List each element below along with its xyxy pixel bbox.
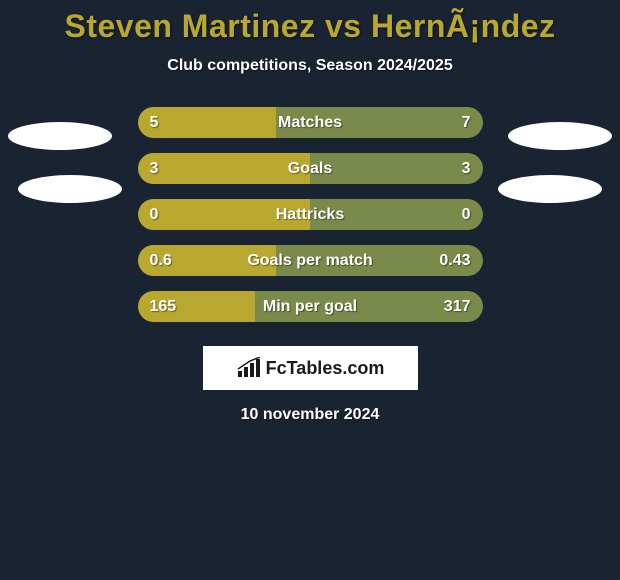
bar-value-left: 3: [150, 153, 159, 184]
footer-logo-text: FcTables.com: [266, 358, 385, 379]
bar-value-right: 317: [444, 291, 471, 322]
chart-icon: [236, 357, 262, 379]
bar-value-left: 165: [150, 291, 177, 322]
comparison-infographic: Steven Martinez vs HernÃ¡ndez Club compe…: [0, 0, 620, 580]
stat-bars: 57Matches33Goals00Hattricks0.60.43Goals …: [138, 107, 483, 322]
stat-bar: 0.60.43Goals per match: [138, 245, 483, 276]
bar-value-left: 5: [150, 107, 159, 138]
bar-fill-right: [276, 107, 483, 138]
player-right-shape-1: [508, 122, 612, 150]
bar-value-right: 0: [462, 199, 471, 230]
bar-fill-left: [138, 153, 311, 184]
bar-fill-right: [310, 199, 483, 230]
stat-bar: 00Hattricks: [138, 199, 483, 230]
bar-value-right: 3: [462, 153, 471, 184]
stat-bar: 57Matches: [138, 107, 483, 138]
bar-value-left: 0: [150, 199, 159, 230]
bar-value-right: 0.43: [439, 245, 470, 276]
bar-fill-right: [310, 153, 483, 184]
footer-logo: FcTables.com: [203, 346, 418, 390]
stat-bar: 165317Min per goal: [138, 291, 483, 322]
bar-fill-left: [138, 199, 311, 230]
bar-value-right: 7: [462, 107, 471, 138]
player-left-shape-1: [8, 122, 112, 150]
player-left-shape-2: [18, 175, 122, 203]
page-title: Steven Martinez vs HernÃ¡ndez: [0, 8, 620, 45]
bar-value-left: 0.6: [150, 245, 172, 276]
subtitle: Club competitions, Season 2024/2025: [0, 57, 620, 75]
date-text: 10 november 2024: [0, 406, 620, 424]
stat-bar: 33Goals: [138, 153, 483, 184]
player-right-shape-2: [498, 175, 602, 203]
